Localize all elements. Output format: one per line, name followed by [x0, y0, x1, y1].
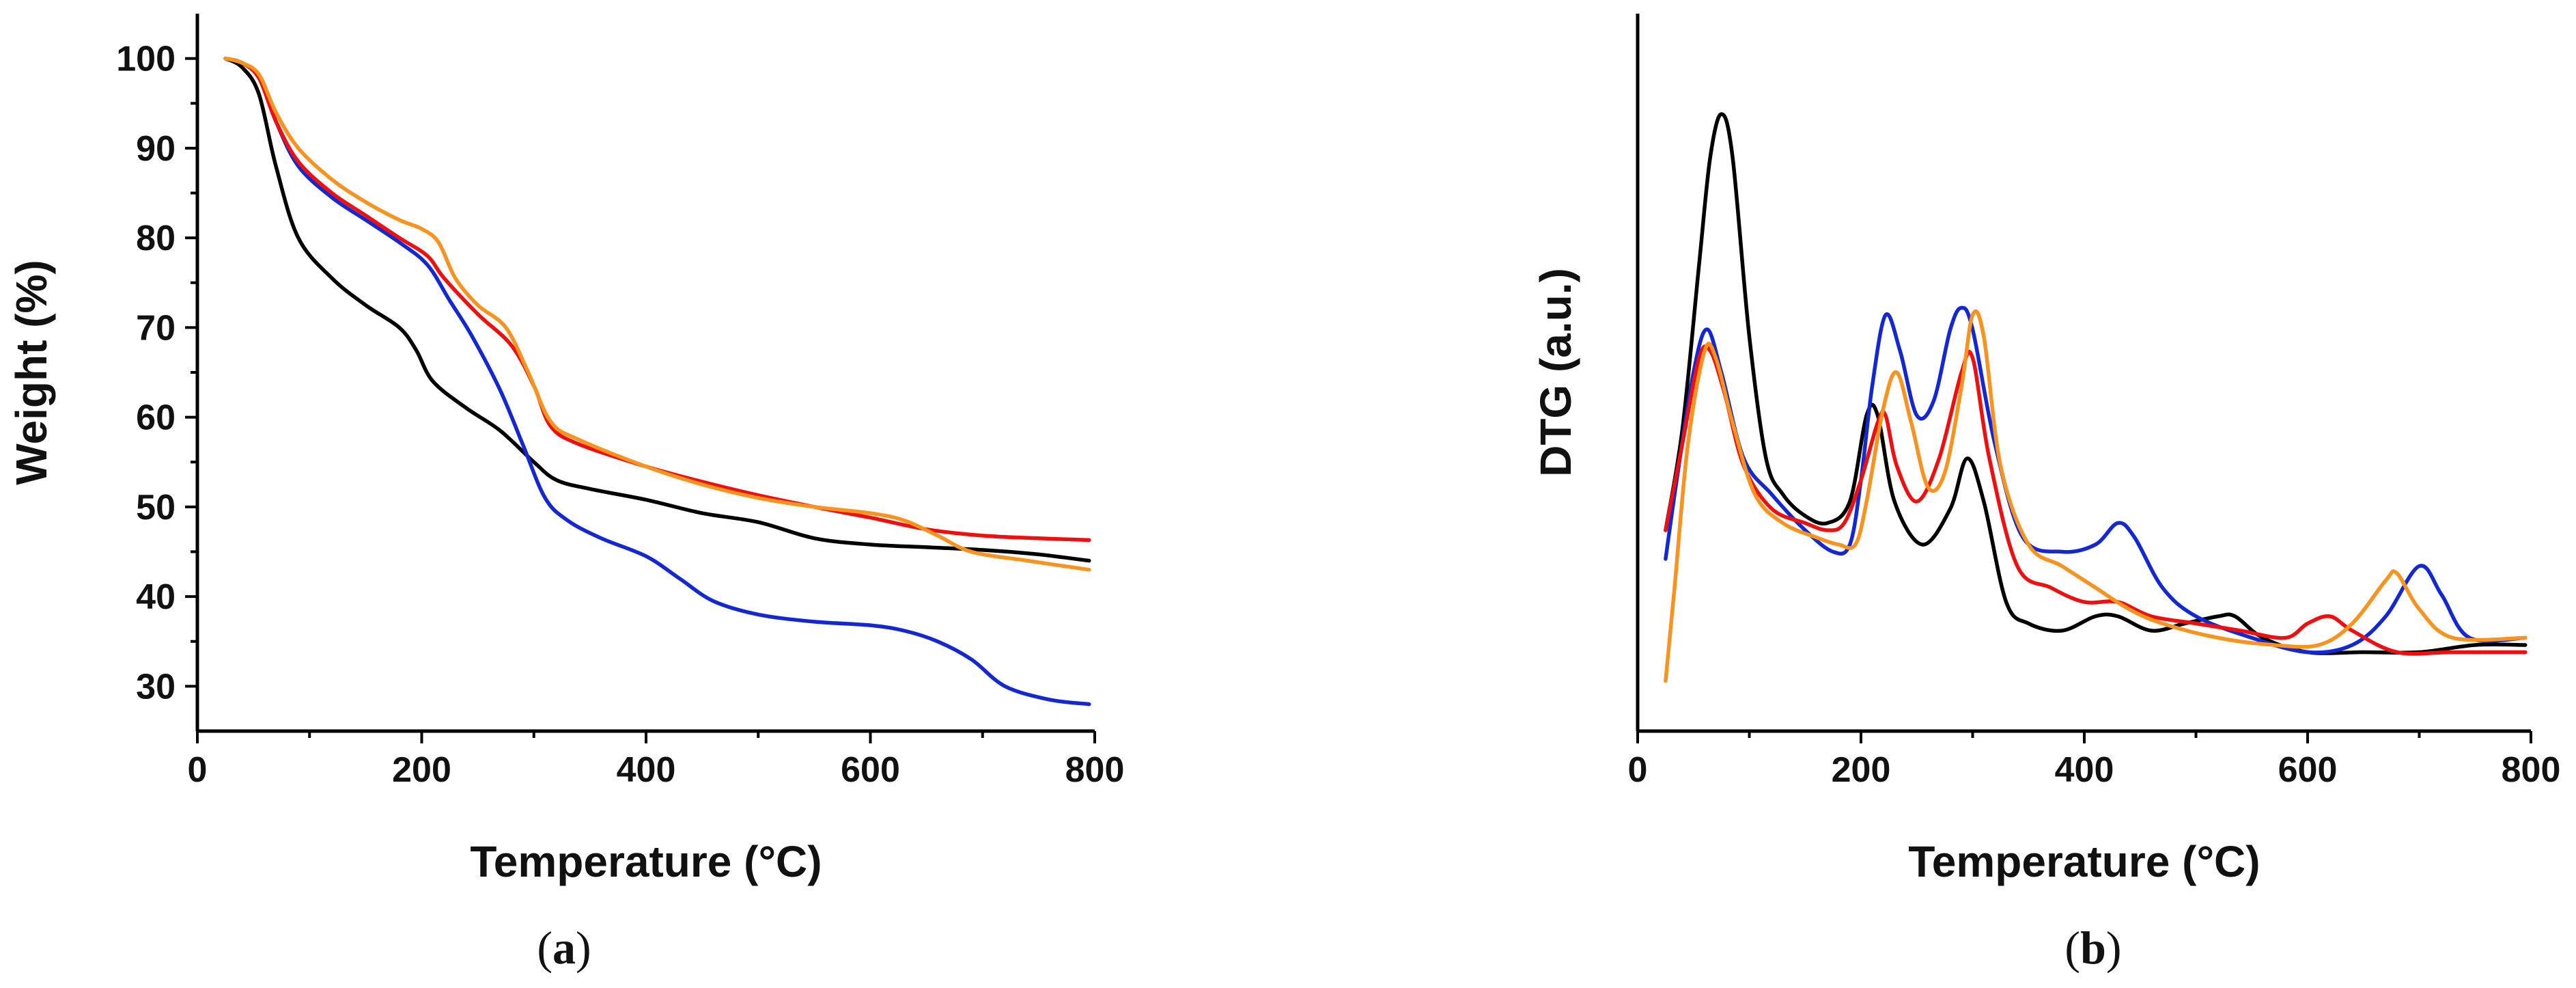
- panel-b-x-tick-label-800: 800: [2502, 750, 2561, 790]
- panel-a-x-tick-label-800: 800: [1065, 750, 1125, 790]
- panel-a-y-tick-label-60: 60: [136, 398, 176, 438]
- panel-a-x-tick-label-400: 400: [617, 750, 676, 790]
- panel-a-y-tick-label-100: 100: [116, 40, 176, 79]
- panel-b-x-tick-label-600: 600: [2278, 750, 2338, 790]
- panel-b-x-tick-label-400: 400: [2055, 750, 2114, 790]
- panel-a-caption-letter: a: [552, 922, 576, 974]
- panel-a-y-tick-label-80: 80: [136, 219, 176, 258]
- panel-a-series-orange: [223, 56, 1091, 572]
- panel-a-series-blue: [223, 56, 1091, 706]
- panel-a-y-tick-label-40: 40: [136, 577, 176, 617]
- panel-b-series: [1664, 112, 2528, 683]
- panel-a-caption: (a): [537, 922, 591, 974]
- panel-b-x-tick-label-0: 0: [1628, 750, 1648, 790]
- panel-a-ticks: 0 200 400 600 800 30 40 50 60 70 80 90 100: [116, 40, 1124, 790]
- panel-b-axes: [1636, 14, 2531, 733]
- panel-a-y-tick-label-50: 50: [136, 488, 176, 527]
- panel-a-weight-chart: 0 200 400 600 800 30 40 50 60 70 80 90 100 Temperatu…: [7, 14, 1124, 974]
- panel-b-dtg-chart: 0 200 400 600 800 Temperature (°C) DTG (a.u.…: [1531, 14, 2560, 974]
- panel-a-axes: [195, 14, 1095, 733]
- panel-b-series-black: [1664, 112, 2528, 655]
- panel-a-x-tick-label-200: 200: [392, 750, 451, 790]
- panel-b-ticks: 0 200 400 600 800: [1628, 731, 2561, 790]
- panel-b-caption-close: ): [2106, 922, 2122, 974]
- panel-b-series-red: [1664, 344, 2528, 656]
- panel-a-series: [223, 56, 1091, 706]
- panel-a-caption-open: (: [537, 922, 552, 974]
- panel-a-caption-close: ): [576, 922, 591, 974]
- panel-b-caption: (b): [2064, 922, 2121, 974]
- panel-a-x-tick-label-0: 0: [188, 750, 208, 790]
- panel-b-caption-letter: b: [2080, 922, 2106, 974]
- panel-b-series-orange: [1664, 309, 2528, 683]
- panel-a-x-axis-title: Temperature (°C): [470, 837, 822, 886]
- panel-a-y-axis-title: Weight (%): [7, 260, 56, 484]
- panel-b-x-axis-title: Temperature (°C): [1908, 837, 2260, 886]
- panel-a-y-tick-label-90: 90: [136, 129, 176, 169]
- panel-a-series-black: [223, 56, 1091, 563]
- panel-b-x-tick-label-200: 200: [1832, 750, 1891, 790]
- panel-b-y-axis-title: DTG (a.u.): [1531, 268, 1580, 477]
- panel-a-y-tick-label-70: 70: [136, 308, 176, 348]
- panel-b-series-blue: [1664, 305, 2528, 655]
- panel-a-y-tick-label-30: 30: [136, 667, 176, 706]
- panel-a-x-tick-label-600: 600: [841, 750, 900, 790]
- panel-b-caption-open: (: [2064, 922, 2080, 974]
